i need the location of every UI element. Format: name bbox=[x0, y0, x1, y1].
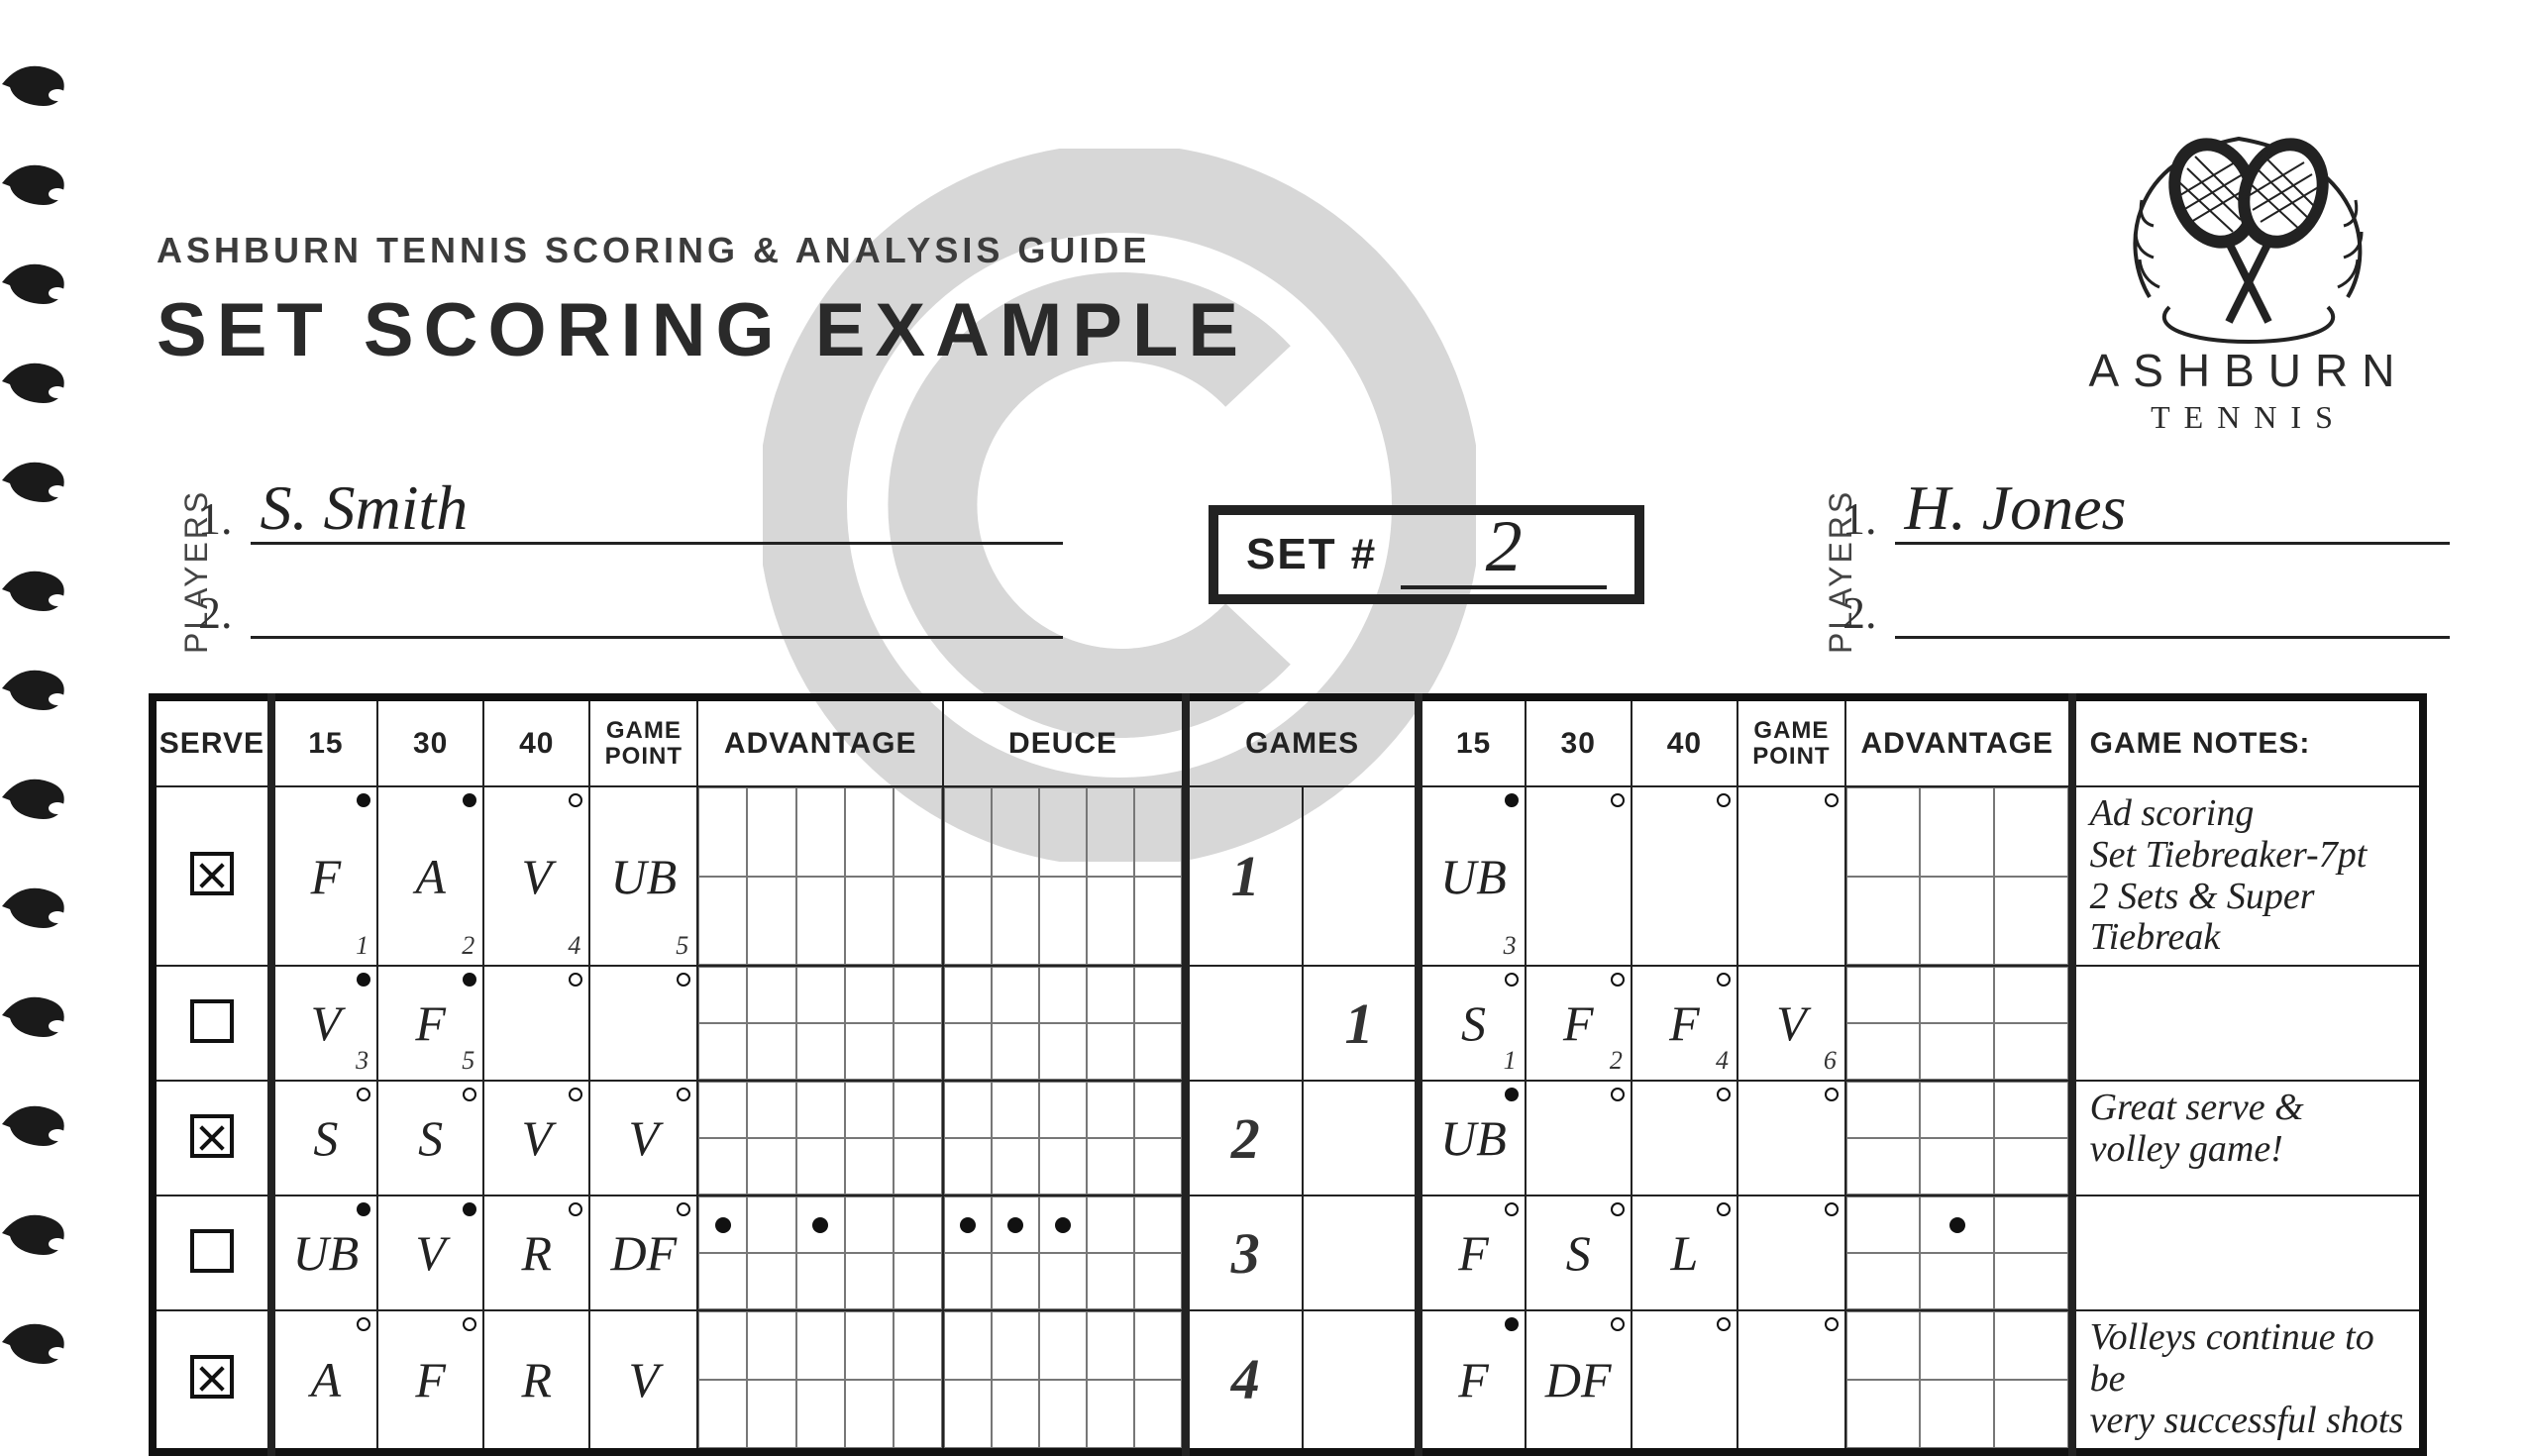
brand-logo: ASHBURN TENNIS bbox=[2070, 99, 2427, 436]
score-cell: R bbox=[484, 1196, 588, 1309]
score-cell: F4 bbox=[1632, 967, 1737, 1080]
mini-grid bbox=[1846, 1082, 2068, 1195]
col-40-r: 40 bbox=[1631, 697, 1737, 786]
games-left: 3 bbox=[1231, 1221, 1260, 1286]
score-cell bbox=[1738, 1082, 1844, 1195]
score-cell bbox=[1526, 787, 1631, 965]
games-left: 2 bbox=[1231, 1106, 1260, 1171]
player-right-1-num: 1. bbox=[1842, 492, 1877, 545]
mini-grid bbox=[1846, 787, 2068, 965]
serve-checkbox bbox=[190, 1114, 234, 1158]
mini-grid bbox=[944, 787, 1182, 965]
score-cell: DF bbox=[1526, 1311, 1631, 1447]
page-title: SET SCORING EXAMPLE bbox=[157, 287, 1248, 373]
score-cell: V bbox=[590, 1311, 696, 1447]
mini-grid bbox=[698, 967, 942, 1080]
set-number-box: SET # 2 bbox=[1209, 505, 1644, 604]
score-cell: L bbox=[1632, 1196, 1737, 1309]
score-cell bbox=[1738, 787, 1844, 965]
col-advantage-r: ADVANTAGE bbox=[1845, 697, 2072, 786]
score-cell bbox=[1632, 1082, 1737, 1195]
col-15-l: 15 bbox=[271, 697, 377, 786]
set-label: SET # bbox=[1246, 530, 1377, 579]
serve-checkbox bbox=[190, 1355, 234, 1399]
serve-checkbox bbox=[190, 1229, 234, 1273]
game-notes: Volleys continue to bevery successful sh… bbox=[2090, 1317, 2405, 1441]
spiral-binding: (function(){ const ys = [90,190,290,390,… bbox=[0, 0, 79, 1241]
mini-grid bbox=[698, 1196, 942, 1309]
player-left-1-num: 1. bbox=[198, 492, 233, 545]
score-cell: F5 bbox=[378, 967, 482, 1080]
score-cell: F1 bbox=[275, 787, 376, 965]
set-number-value: 2 bbox=[1486, 510, 1523, 585]
mini-grid bbox=[1846, 1311, 2068, 1447]
col-15-r: 15 bbox=[1419, 697, 1525, 786]
score-cell: UB5 bbox=[590, 787, 696, 965]
score-cell: F bbox=[1422, 1311, 1524, 1447]
games-right: 1 bbox=[1345, 991, 1374, 1056]
col-40-l: 40 bbox=[483, 697, 589, 786]
score-cell: A bbox=[275, 1311, 376, 1447]
brand-subtitle: TENNIS bbox=[2070, 399, 2427, 436]
score-cell bbox=[1738, 1196, 1844, 1309]
player-left-2-num: 2. bbox=[198, 586, 233, 639]
col-30-l: 30 bbox=[377, 697, 483, 786]
mini-grid bbox=[944, 1082, 1182, 1195]
guide-subtitle: ASHBURN TENNIS SCORING & ANALYSIS GUIDE bbox=[157, 230, 1150, 271]
score-cell: R bbox=[484, 1311, 588, 1447]
mini-grid bbox=[698, 1082, 942, 1195]
tennis-rackets-icon bbox=[2110, 99, 2387, 347]
mini-grid bbox=[944, 967, 1182, 1080]
score-cell: S bbox=[1526, 1196, 1631, 1309]
scoring-grid: SERVE 15 30 40 GAMEPOINT ADVANTAGE DEUCE… bbox=[149, 693, 2467, 1456]
score-cell: F bbox=[1422, 1196, 1524, 1309]
col-games: GAMES bbox=[1186, 697, 1419, 786]
col-notes: GAME NOTES: bbox=[2072, 697, 2423, 786]
brand-name: ASHBURN bbox=[2070, 344, 2427, 397]
mini-grid bbox=[698, 787, 942, 965]
mini-grid bbox=[1846, 967, 2068, 1080]
score-cell: V bbox=[378, 1196, 482, 1309]
mini-grid bbox=[698, 1311, 942, 1447]
score-cell: V6 bbox=[1738, 967, 1844, 1080]
score-cell: V bbox=[484, 1082, 588, 1195]
col-gamepoint-l: GAMEPOINT bbox=[589, 697, 697, 786]
score-cell: F2 bbox=[1526, 967, 1631, 1080]
mini-grid bbox=[1846, 1196, 2068, 1309]
score-cell: S1 bbox=[1422, 967, 1524, 1080]
serve-checkbox bbox=[190, 852, 234, 895]
score-cell: V3 bbox=[275, 967, 376, 1080]
score-cell: DF bbox=[590, 1196, 696, 1309]
col-advantage-l: ADVANTAGE bbox=[697, 697, 943, 786]
player-right-1-name: H. Jones bbox=[1905, 476, 2127, 542]
score-cell: S bbox=[378, 1082, 482, 1195]
score-cell bbox=[1632, 1311, 1737, 1447]
score-cell: UB bbox=[1422, 1082, 1524, 1195]
score-cell bbox=[1738, 1311, 1844, 1447]
score-cell: V bbox=[590, 1082, 696, 1195]
score-cell: UB bbox=[275, 1196, 376, 1309]
score-cell bbox=[1632, 787, 1737, 965]
score-cell: S bbox=[275, 1082, 376, 1195]
player-right-2-num: 2. bbox=[1842, 586, 1877, 639]
score-cell bbox=[1526, 1082, 1631, 1195]
col-gamepoint-r: GAMEPOINT bbox=[1737, 697, 1845, 786]
mini-grid bbox=[944, 1196, 1182, 1309]
score-cell: A2 bbox=[378, 787, 482, 965]
score-cell bbox=[484, 967, 588, 1080]
game-notes: Ad scoringSet Tiebreaker-7pt2 Sets & Sup… bbox=[2090, 793, 2405, 959]
score-cell: V4 bbox=[484, 787, 588, 965]
col-serve: SERVE bbox=[153, 697, 271, 786]
games-left: 1 bbox=[1231, 844, 1260, 908]
mini-grid bbox=[944, 1311, 1182, 1447]
score-cell: UB3 bbox=[1422, 787, 1524, 965]
score-cell: F bbox=[378, 1311, 482, 1447]
serve-checkbox bbox=[190, 999, 234, 1043]
player-left-1-name: S. Smith bbox=[261, 476, 469, 542]
games-left: 4 bbox=[1231, 1347, 1260, 1411]
col-30-r: 30 bbox=[1526, 697, 1631, 786]
score-cell bbox=[590, 967, 696, 1080]
col-deuce: DEUCE bbox=[943, 697, 1186, 786]
game-notes: Great serve &volley game! bbox=[2090, 1088, 2405, 1171]
